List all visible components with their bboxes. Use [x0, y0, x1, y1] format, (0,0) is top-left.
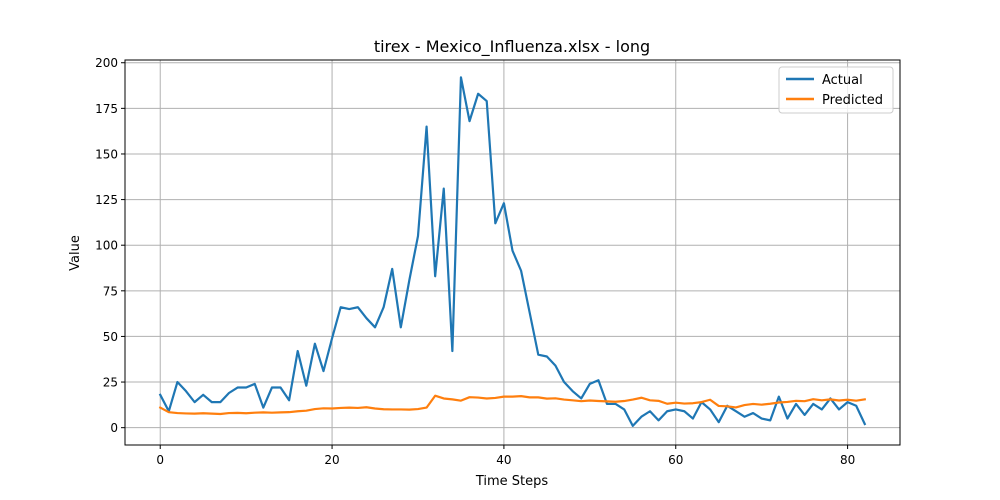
y-tick-label: 150: [95, 147, 118, 161]
chart-title: tirex - Mexico_Influenza.xlsx - long: [374, 37, 650, 57]
x-axis-label: Time Steps: [475, 474, 549, 489]
plot-frame: [124, 59, 901, 446]
y-axis-label: Value: [68, 235, 83, 271]
y-tick-label: 125: [95, 193, 118, 207]
y-tick-label: 50: [103, 330, 118, 344]
x-tick-label: 60: [668, 453, 683, 467]
ticks: 0 20 40 60 80 0 25 50 75 100 125 150 175 200: [95, 56, 855, 467]
x-tick-label: 40: [496, 453, 511, 467]
series-layer: [158, 76, 867, 427]
y-tick-label: 200: [95, 56, 118, 70]
legend-label-predicted: Predicted: [822, 93, 883, 108]
series-line-actual: [158, 76, 867, 427]
legend: Actual Predicted: [778, 66, 894, 114]
legend-label-actual: Actual: [822, 73, 863, 88]
x-tick-label: 0: [156, 453, 164, 467]
y-tick-label: 175: [95, 102, 118, 116]
y-tick-label: 0: [110, 421, 118, 435]
y-tick-label: 25: [103, 376, 118, 390]
y-tick-label: 75: [103, 284, 118, 298]
x-tick-label: 80: [840, 453, 855, 467]
x-tick-label: 20: [324, 453, 339, 467]
y-tick-label: 100: [95, 239, 118, 253]
series-line-predicted: [158, 394, 867, 416]
